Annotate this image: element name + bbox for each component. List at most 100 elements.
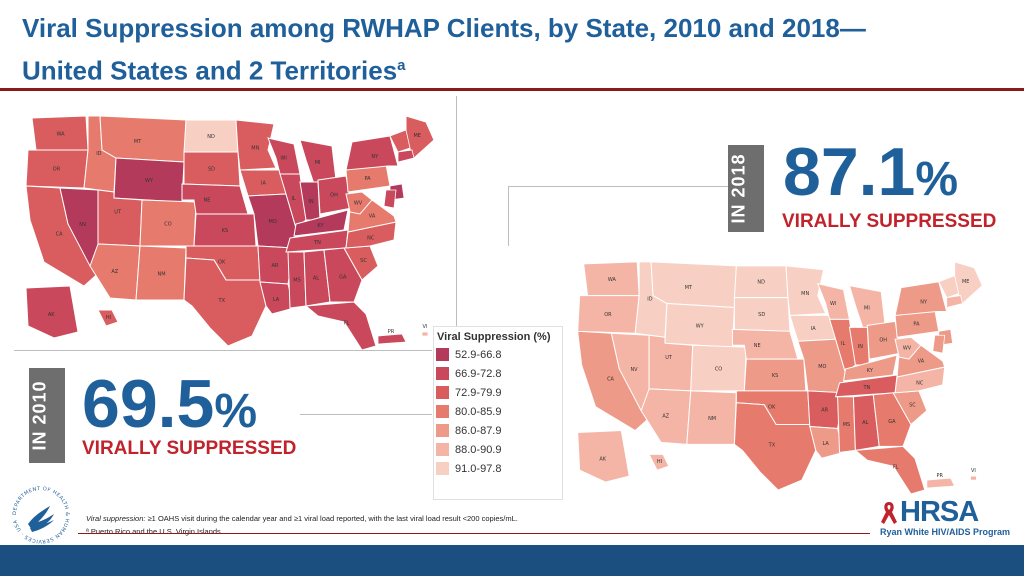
- legend-item: 86.0-87.9: [434, 421, 562, 440]
- map-2018: WA OR CA NV ID MT WY UT CO AZ NM ND SD NE KS OK TX MN IA MO…: [558, 246, 1010, 495]
- state-label-ga: GA: [888, 419, 896, 425]
- legend-swatch: [436, 443, 449, 456]
- state-tx: [183, 257, 267, 347]
- footer-bar: [0, 545, 1024, 576]
- state-label-mt: MT: [685, 285, 693, 291]
- connector-line: [14, 350, 432, 351]
- state-small-northeast: [946, 295, 964, 309]
- legend-label: 91.0-97.8: [455, 462, 502, 475]
- legend-swatch: [436, 367, 449, 380]
- state-label-ak: AK: [48, 312, 55, 318]
- state-small-northeast: [938, 275, 960, 299]
- state-hi: [648, 453, 670, 471]
- state-label-ne: NE: [754, 343, 761, 349]
- stat-2018-unit: %: [915, 153, 959, 206]
- state-label-ut: UT: [665, 355, 673, 361]
- legend-swatch: [436, 348, 449, 361]
- state-label-sc: SC: [360, 258, 367, 264]
- connector-line: [508, 186, 509, 246]
- state-label-ut: UT: [114, 210, 122, 216]
- state-label-nm: NM: [157, 272, 165, 278]
- stat-2010-unit: %: [214, 385, 258, 438]
- state-label-mo: MO: [818, 364, 826, 370]
- hrsa-program-name: Ryan White HIV/AIDS Program: [880, 527, 1011, 537]
- state-label-wa: WA: [608, 277, 617, 283]
- state-label-wi: WI: [280, 156, 286, 162]
- state-label-nm: NM: [708, 416, 716, 422]
- state-label-nc: NC: [367, 236, 375, 242]
- state-ga: [323, 247, 363, 303]
- state-label-nv: NV: [630, 367, 638, 373]
- legend-swatch: [436, 386, 449, 399]
- state-label-la: LA: [273, 297, 280, 303]
- state-label-ak: AK: [599, 456, 606, 462]
- state-label-tn: TN: [862, 385, 870, 391]
- hhs-eagle-logo: DEPARTMENT OF HEALTH & HUMAN SERVICES · …: [10, 484, 72, 546]
- footnote-definition-text: ≥1 OAHS visit during the calendar year a…: [145, 514, 518, 523]
- state-label-pa: PA: [364, 176, 371, 182]
- state-fl: [854, 445, 926, 495]
- state-label-oh: OH: [879, 338, 887, 344]
- state-label-me: ME: [962, 279, 969, 285]
- title-line-2: United States and 2 Territoriesa: [22, 47, 1012, 90]
- legend-item: 66.9-72.8: [434, 364, 562, 383]
- state-label-sd: SD: [758, 312, 765, 318]
- state-label-nc: NC: [916, 380, 924, 386]
- state-label-ny: NY: [920, 300, 928, 306]
- title-line-2-text: United States and 2 Territories: [22, 55, 398, 86]
- state-small-northeast: [397, 149, 415, 163]
- state-mt: [99, 115, 187, 163]
- state-wv: [894, 336, 922, 360]
- state-label-mt: MT: [134, 139, 142, 145]
- state-label-pa: PA: [913, 321, 920, 327]
- state-ga: [872, 392, 912, 447]
- state-label-ks: KS: [222, 228, 228, 234]
- state-label-wv: WV: [354, 200, 363, 206]
- state-label-co: CO: [164, 222, 171, 228]
- legend-item: 88.0-90.9: [434, 440, 562, 459]
- state-la: [259, 281, 295, 315]
- territory-label-pr: PR: [937, 473, 944, 479]
- legend-item: 52.9-66.8: [434, 345, 562, 364]
- state-small-northeast: [389, 129, 411, 153]
- title-line-1: Viral Suppression among RWHAP Clients, b…: [22, 13, 866, 43]
- state-label-mn: MN: [251, 145, 259, 151]
- footnote: Viral suppression: ≥1 OAHS visit during …: [86, 512, 518, 538]
- state-label-ms: MS: [293, 278, 301, 284]
- footnote-term: Viral suppression:: [86, 514, 146, 523]
- map-2010-svg: WA OR CA NV ID MT WY UT CO AZ NM ND SD NE KS OK TX MN IA MO…: [25, 115, 435, 351]
- legend-item: 72.9-79.9: [434, 383, 562, 402]
- state-label-ga: GA: [339, 274, 347, 280]
- year-badge-2018: IN 2018: [728, 145, 764, 232]
- state-label-mn: MN: [801, 291, 809, 297]
- state-ky: [842, 354, 898, 382]
- state-small-northeast: [383, 189, 397, 209]
- state-label-hi: HI: [657, 459, 662, 465]
- hrsa-ribbon-icon: [881, 502, 897, 524]
- hrsa-logo: HRSA Ryan White HIV/AIDS Program: [872, 496, 1010, 540]
- state-label-wa: WA: [56, 132, 65, 138]
- state-wv: [345, 191, 373, 215]
- map-2010: WA OR CA NV ID MT WY UT CO AZ NM ND SD NE KS OK TX MN IA MO…: [14, 100, 454, 351]
- state-label-tx: TX: [768, 442, 776, 448]
- state-label-or: OR: [53, 167, 61, 173]
- territory-label-vi: VI: [423, 324, 428, 330]
- connector-line: [508, 186, 728, 187]
- stat-2010-value: 69.5%: [82, 364, 257, 452]
- legend-label: 52.9-66.8: [455, 348, 502, 361]
- state-label-id: ID: [96, 151, 101, 157]
- state-label-id: ID: [647, 296, 652, 302]
- territory-label-vi: VI: [971, 468, 976, 474]
- title-superscript: a: [397, 57, 406, 74]
- state-label-tx: TX: [218, 298, 226, 304]
- legend: Viral Suppression (%) 52.9-66.8 66.9-72.…: [433, 326, 563, 500]
- year-badge-2010-label: IN 2010: [29, 380, 50, 451]
- state-label-tn: TN: [313, 240, 321, 246]
- state-label-wy: WY: [696, 323, 705, 329]
- state-label-ar: AR: [272, 263, 279, 269]
- state-small-northeast: [932, 334, 946, 354]
- page-title: Viral Suppression among RWHAP Clients, b…: [22, 10, 1012, 90]
- title-divider: [0, 88, 1024, 91]
- year-badge-2018-label: IN 2018: [728, 153, 749, 224]
- state-label-co: CO: [715, 366, 722, 372]
